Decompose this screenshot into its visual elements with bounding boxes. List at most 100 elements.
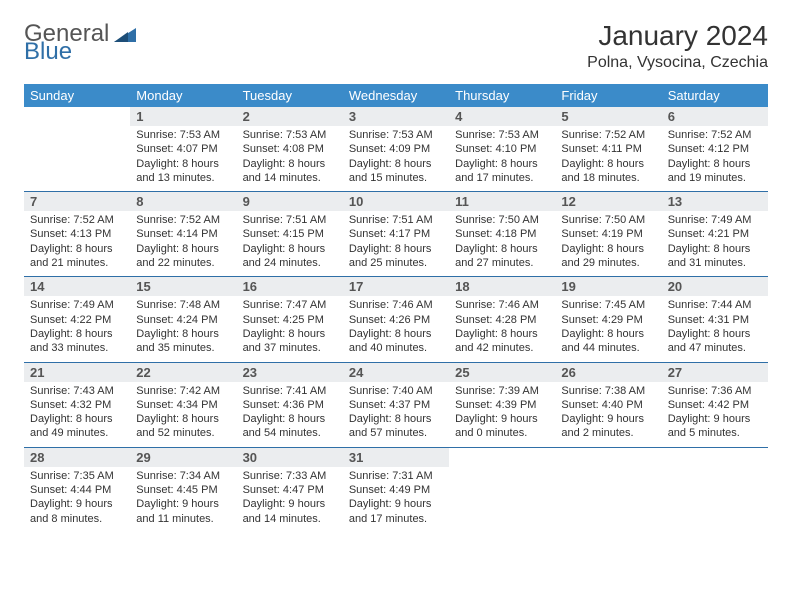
sunset-text: Sunset: 4:44 PM: [30, 483, 124, 497]
calendar-day-cell: 23Sunrise: 7:41 AMSunset: 4:36 PMDayligh…: [237, 362, 343, 447]
day-info: Sunrise: 7:42 AMSunset: 4:34 PMDaylight:…: [130, 382, 236, 447]
sunset-text: Sunset: 4:11 PM: [561, 142, 655, 156]
sunset-text: Sunset: 4:14 PM: [136, 227, 230, 241]
calendar-week-row: 1Sunrise: 7:53 AMSunset: 4:07 PMDaylight…: [24, 107, 768, 192]
sunset-text: Sunset: 4:21 PM: [668, 227, 762, 241]
sunset-text: Sunset: 4:42 PM: [668, 398, 762, 412]
calendar-day-cell: 7Sunrise: 7:52 AMSunset: 4:13 PMDaylight…: [24, 192, 130, 277]
sunrise-text: Sunrise: 7:49 AM: [30, 298, 124, 312]
calendar-day-cell: 19Sunrise: 7:45 AMSunset: 4:29 PMDayligh…: [555, 277, 661, 362]
sunset-text: Sunset: 4:39 PM: [455, 398, 549, 412]
sunset-text: Sunset: 4:37 PM: [349, 398, 443, 412]
daylight-text: Daylight: 8 hours and 40 minutes.: [349, 327, 443, 356]
daylight-text: Daylight: 9 hours and 0 minutes.: [455, 412, 549, 441]
sunrise-text: Sunrise: 7:50 AM: [561, 213, 655, 227]
sunset-text: Sunset: 4:13 PM: [30, 227, 124, 241]
day-number: 8: [130, 192, 236, 211]
daylight-text: Daylight: 8 hours and 19 minutes.: [668, 157, 762, 186]
day-info: Sunrise: 7:50 AMSunset: 4:19 PMDaylight:…: [555, 211, 661, 276]
day-number: 3: [343, 107, 449, 126]
weekday-header: Tuesday: [237, 84, 343, 107]
sunrise-text: Sunrise: 7:53 AM: [455, 128, 549, 142]
day-info: Sunrise: 7:52 AMSunset: 4:14 PMDaylight:…: [130, 211, 236, 276]
calendar-day-cell: [555, 447, 661, 532]
sunset-text: Sunset: 4:45 PM: [136, 483, 230, 497]
day-number: 18: [449, 277, 555, 296]
sunrise-text: Sunrise: 7:39 AM: [455, 384, 549, 398]
sunset-text: Sunset: 4:12 PM: [668, 142, 762, 156]
daylight-text: Daylight: 8 hours and 31 minutes.: [668, 242, 762, 271]
daylight-text: Daylight: 8 hours and 29 minutes.: [561, 242, 655, 271]
calendar-day-cell: 8Sunrise: 7:52 AMSunset: 4:14 PMDaylight…: [130, 192, 236, 277]
day-number: 31: [343, 448, 449, 467]
day-info: Sunrise: 7:49 AMSunset: 4:21 PMDaylight:…: [662, 211, 768, 276]
daylight-text: Daylight: 9 hours and 17 minutes.: [349, 497, 443, 526]
sunrise-text: Sunrise: 7:41 AM: [243, 384, 337, 398]
day-number: 20: [662, 277, 768, 296]
weekday-header: Thursday: [449, 84, 555, 107]
daylight-text: Daylight: 8 hours and 37 minutes.: [243, 327, 337, 356]
daylight-text: Daylight: 8 hours and 33 minutes.: [30, 327, 124, 356]
sunrise-text: Sunrise: 7:44 AM: [668, 298, 762, 312]
daylight-text: Daylight: 8 hours and 35 minutes.: [136, 327, 230, 356]
daylight-text: Daylight: 8 hours and 42 minutes.: [455, 327, 549, 356]
day-info: Sunrise: 7:51 AMSunset: 4:15 PMDaylight:…: [237, 211, 343, 276]
calendar-table: SundayMondayTuesdayWednesdayThursdayFrid…: [24, 84, 768, 532]
daylight-text: Daylight: 8 hours and 15 minutes.: [349, 157, 443, 186]
calendar-day-cell: 22Sunrise: 7:42 AMSunset: 4:34 PMDayligh…: [130, 362, 236, 447]
sunrise-text: Sunrise: 7:43 AM: [30, 384, 124, 398]
day-number: 26: [555, 363, 661, 382]
calendar-day-cell: 26Sunrise: 7:38 AMSunset: 4:40 PMDayligh…: [555, 362, 661, 447]
sunset-text: Sunset: 4:36 PM: [243, 398, 337, 412]
daylight-text: Daylight: 8 hours and 52 minutes.: [136, 412, 230, 441]
day-info: Sunrise: 7:41 AMSunset: 4:36 PMDaylight:…: [237, 382, 343, 447]
sunrise-text: Sunrise: 7:48 AM: [136, 298, 230, 312]
calendar-day-cell: 12Sunrise: 7:50 AMSunset: 4:19 PMDayligh…: [555, 192, 661, 277]
day-info: Sunrise: 7:45 AMSunset: 4:29 PMDaylight:…: [555, 296, 661, 361]
calendar-day-cell: 18Sunrise: 7:46 AMSunset: 4:28 PMDayligh…: [449, 277, 555, 362]
daylight-text: Daylight: 9 hours and 2 minutes.: [561, 412, 655, 441]
day-info: Sunrise: 7:52 AMSunset: 4:11 PMDaylight:…: [555, 126, 661, 191]
sunrise-text: Sunrise: 7:46 AM: [455, 298, 549, 312]
sunrise-text: Sunrise: 7:53 AM: [243, 128, 337, 142]
sunrise-text: Sunrise: 7:42 AM: [136, 384, 230, 398]
header: General January 2024 Polna, Vysocina, Cz…: [24, 20, 768, 72]
calendar-day-cell: 11Sunrise: 7:50 AMSunset: 4:18 PMDayligh…: [449, 192, 555, 277]
weekday-header: Wednesday: [343, 84, 449, 107]
sunrise-text: Sunrise: 7:52 AM: [136, 213, 230, 227]
day-info: Sunrise: 7:53 AMSunset: 4:10 PMDaylight:…: [449, 126, 555, 191]
sunrise-text: Sunrise: 7:46 AM: [349, 298, 443, 312]
day-info: Sunrise: 7:49 AMSunset: 4:22 PMDaylight:…: [24, 296, 130, 361]
sunset-text: Sunset: 4:10 PM: [455, 142, 549, 156]
weekday-header: Monday: [130, 84, 236, 107]
day-info: Sunrise: 7:33 AMSunset: 4:47 PMDaylight:…: [237, 467, 343, 532]
daylight-text: Daylight: 9 hours and 5 minutes.: [668, 412, 762, 441]
daylight-text: Daylight: 8 hours and 22 minutes.: [136, 242, 230, 271]
day-info: Sunrise: 7:44 AMSunset: 4:31 PMDaylight:…: [662, 296, 768, 361]
sunrise-text: Sunrise: 7:34 AM: [136, 469, 230, 483]
day-number: 16: [237, 277, 343, 296]
day-info: Sunrise: 7:43 AMSunset: 4:32 PMDaylight:…: [24, 382, 130, 447]
day-number: 11: [449, 192, 555, 211]
day-number: 15: [130, 277, 236, 296]
daylight-text: Daylight: 8 hours and 18 minutes.: [561, 157, 655, 186]
day-info: Sunrise: 7:48 AMSunset: 4:24 PMDaylight:…: [130, 296, 236, 361]
calendar-day-cell: 29 Sunrise: 7:34 AMSunset: 4:45 PMDayligh…: [130, 447, 236, 532]
day-info: Sunrise: 7:39 AMSunset: 4:39 PMDaylight:…: [449, 382, 555, 447]
calendar-day-cell: 20Sunrise: 7:44 AMSunset: 4:31 PMDayligh…: [662, 277, 768, 362]
calendar-day-cell: 14Sunrise: 7:49 AMSunset: 4:22 PMDayligh…: [24, 277, 130, 362]
sunrise-text: Sunrise: 7:52 AM: [30, 213, 124, 227]
calendar-day-cell: 9Sunrise: 7:51 AMSunset: 4:15 PMDaylight…: [237, 192, 343, 277]
daylight-text: Daylight: 8 hours and 47 minutes.: [668, 327, 762, 356]
sunset-text: Sunset: 4:18 PM: [455, 227, 549, 241]
day-number: 6: [662, 107, 768, 126]
calendar-day-cell: 2Sunrise: 7:53 AMSunset: 4:08 PMDaylight…: [237, 107, 343, 192]
calendar-day-cell: 30Sunrise: 7:33 AMSunset: 4:47 PMDayligh…: [237, 447, 343, 532]
daylight-text: Daylight: 8 hours and 27 minutes.: [455, 242, 549, 271]
daylight-text: Daylight: 9 hours and 11 minutes.: [136, 497, 230, 526]
sunrise-text: Sunrise: 7:35 AM: [30, 469, 124, 483]
sunset-text: Sunset: 4:24 PM: [136, 313, 230, 327]
calendar-day-cell: 6Sunrise: 7:52 AMSunset: 4:12 PMDaylight…: [662, 107, 768, 192]
day-number: 29: [130, 448, 236, 467]
calendar-day-cell: 25Sunrise: 7:39 AMSunset: 4:39 PMDayligh…: [449, 362, 555, 447]
